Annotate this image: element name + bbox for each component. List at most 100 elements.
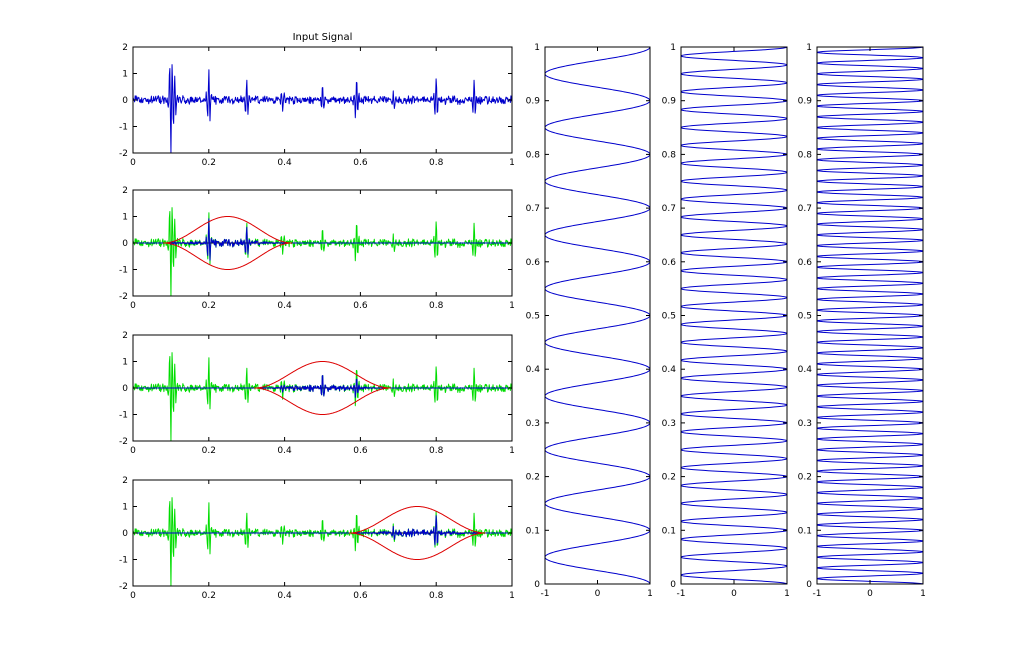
x-tick-label: 0 [731, 589, 737, 599]
x-tick-label: 0.8 [429, 158, 444, 168]
cosine-basis-line [545, 47, 650, 584]
y-tick-label: 0.2 [798, 473, 812, 483]
plot-area [817, 47, 923, 584]
y-tick-label: -2 [119, 582, 128, 592]
x-tick-label: 1 [509, 158, 515, 168]
x-tick-label: 1 [784, 589, 790, 599]
plot-area [133, 352, 512, 441]
y-tick-label: 0.9 [526, 97, 541, 107]
y-tick-label: 1 [670, 43, 676, 53]
input-signal-line [133, 497, 512, 586]
y-tick-label: 0 [122, 239, 128, 249]
y-tick-label: -2 [119, 149, 128, 159]
input-signal-line [133, 64, 512, 153]
y-tick-label: 0 [122, 96, 128, 106]
y-tick-label: 2 [122, 186, 128, 196]
plot-area [133, 64, 512, 153]
y-tick-label: 0.2 [662, 473, 676, 483]
windowed-signal-line [133, 218, 512, 261]
y-tick-label: -1 [119, 411, 128, 421]
y-tick-label: -1 [119, 556, 128, 566]
x-tick-label: 0.6 [353, 158, 368, 168]
window-envelope-upper [254, 361, 391, 389]
y-tick-label: 0.4 [662, 365, 677, 375]
y-tick-label: 0.8 [526, 150, 541, 160]
y-tick-label: 0.4 [526, 365, 541, 375]
x-tick-label: 0.6 [353, 446, 368, 456]
x-tick-label: 1 [647, 589, 653, 599]
y-tick-label: 0.3 [662, 419, 676, 429]
y-tick-label: 0.6 [798, 258, 813, 268]
x-tick-label: 0 [130, 158, 136, 168]
chart-basis_low: -1 0 100.10.20.30.40.50.60.70.80.91 [526, 43, 653, 599]
plot-area [133, 207, 512, 296]
x-tick-label: 0.8 [429, 301, 444, 311]
y-tick-label: 0.1 [798, 526, 812, 536]
y-tick-label: -2 [119, 292, 128, 302]
x-tick-label: 0 [130, 301, 136, 311]
window-envelope-upper [349, 506, 486, 534]
x-tick-label: -1 [813, 589, 822, 599]
y-tick-label: -2 [119, 437, 128, 447]
x-tick-label: 1 [509, 301, 515, 311]
y-tick-label: 2 [122, 43, 128, 53]
y-tick-label: 2 [122, 331, 128, 341]
x-tick-label: 0.6 [353, 301, 368, 311]
y-tick-label: 0 [534, 580, 540, 590]
y-tick-label: 0 [670, 580, 676, 590]
y-tick-label: 0 [122, 529, 128, 539]
x-tick-label: 0.4 [277, 158, 292, 168]
y-tick-label: 0.6 [526, 258, 541, 268]
y-tick-label: 2 [122, 476, 128, 486]
y-tick-label: 0.1 [526, 526, 540, 536]
y-tick-label: 0.7 [798, 204, 812, 214]
y-tick-label: 0.5 [526, 312, 540, 322]
chart-input: 0 0.2 0.4 0.6 0.8 1 -2 -1 0 1 2 Input Signal [119, 32, 515, 168]
y-tick-label: 0.2 [526, 473, 540, 483]
y-tick-label: 0.4 [798, 365, 813, 375]
x-tick-label: -1 [677, 589, 686, 599]
x-tick-label: 0.2 [202, 591, 216, 601]
y-tick-label: 1 [122, 70, 128, 80]
x-tick-label: -1 [541, 589, 550, 599]
x-tick-label: 0.6 [353, 591, 368, 601]
x-tick-label: 1 [920, 589, 926, 599]
y-tick-label: 0.6 [662, 258, 677, 268]
y-tick-label: 0.5 [798, 312, 812, 322]
y-tick-label: 0.9 [798, 97, 813, 107]
y-tick-label: 0.9 [662, 97, 677, 107]
x-tick-label: 1 [509, 446, 515, 456]
x-tick-label: 0.8 [429, 446, 444, 456]
y-tick-label: 0.1 [662, 526, 676, 536]
x-tick-label: 0.4 [277, 446, 292, 456]
window-envelope-upper [163, 216, 293, 244]
x-tick-label: 0 [130, 591, 136, 601]
x-tick-label: 0 [595, 589, 601, 599]
chart-basis_mid: -1 0 100.10.20.30.40.50.60.70.80.91 [662, 43, 790, 599]
y-tick-label: 0 [806, 580, 812, 590]
x-tick-label: 0 [130, 446, 136, 456]
chart-title: Input Signal [293, 32, 353, 43]
windowed-signal-line [133, 515, 512, 546]
y-tick-label: -1 [119, 266, 128, 276]
x-tick-label: 0.2 [202, 446, 216, 456]
x-tick-label: 1 [509, 591, 515, 601]
x-tick-label: 0.4 [277, 591, 292, 601]
chart-basis_high: -1 0 100.10.20.30.40.50.60.70.80.91 [798, 43, 926, 599]
y-tick-label: 0.7 [662, 204, 676, 214]
window-envelope-lower [254, 387, 391, 415]
chart-window1: 0 0.2 0.4 0.6 0.8 1 -2 -1 0 1 2 [119, 186, 515, 311]
y-tick-label: 0 [122, 384, 128, 394]
y-tick-label: 0.8 [662, 150, 677, 160]
plot-area [545, 47, 650, 584]
y-tick-label: 1 [122, 503, 128, 513]
y-tick-label: 1 [806, 43, 812, 53]
window-envelope-lower [349, 532, 486, 560]
y-tick-label: 0.8 [798, 150, 813, 160]
y-tick-label: -1 [119, 123, 128, 133]
y-tick-label: 1 [122, 213, 128, 223]
y-tick-label: 1 [534, 43, 540, 53]
y-tick-label: 0.3 [526, 419, 540, 429]
